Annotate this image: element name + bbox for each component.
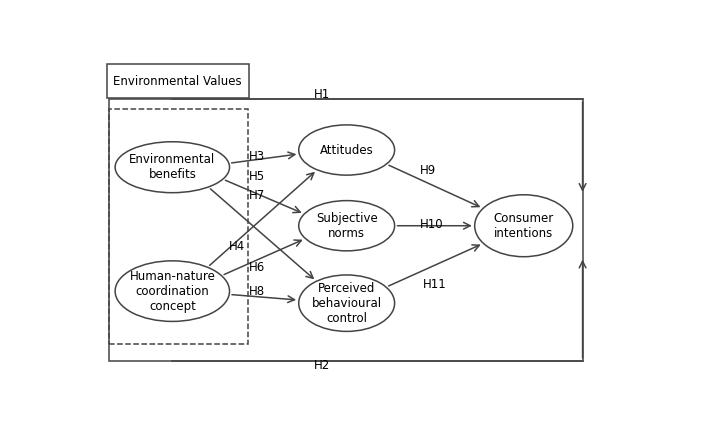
Text: Perceived
behavioural
control: Perceived behavioural control [311, 282, 382, 325]
Text: Consumer
intentions: Consumer intentions [494, 212, 554, 240]
Text: H9: H9 [420, 164, 437, 177]
Bar [108, 99, 583, 361]
Text: Environmental
benefits: Environmental benefits [129, 153, 215, 181]
Text: H5: H5 [249, 170, 265, 183]
Text: H4: H4 [228, 240, 245, 253]
Ellipse shape [299, 275, 394, 331]
Text: H8: H8 [249, 285, 265, 298]
Text: Environmental Values: Environmental Values [113, 75, 242, 88]
Bar [107, 64, 249, 98]
Ellipse shape [299, 125, 394, 175]
Ellipse shape [115, 142, 229, 193]
Text: H2: H2 [314, 359, 330, 372]
Text: Attitudes: Attitudes [320, 143, 373, 156]
Text: H6: H6 [249, 261, 265, 274]
Text: Human-nature
coordination
concept: Human-nature coordination concept [129, 270, 215, 312]
Text: H3: H3 [249, 150, 265, 164]
Ellipse shape [299, 201, 394, 251]
Text: Subjective
norms: Subjective norms [316, 212, 378, 240]
Ellipse shape [115, 261, 229, 321]
Text: H10: H10 [420, 218, 444, 231]
Text: H7: H7 [249, 189, 265, 202]
Text: H1: H1 [314, 88, 330, 101]
Bar [108, 109, 247, 345]
Ellipse shape [475, 195, 573, 257]
Text: H11: H11 [423, 278, 446, 291]
